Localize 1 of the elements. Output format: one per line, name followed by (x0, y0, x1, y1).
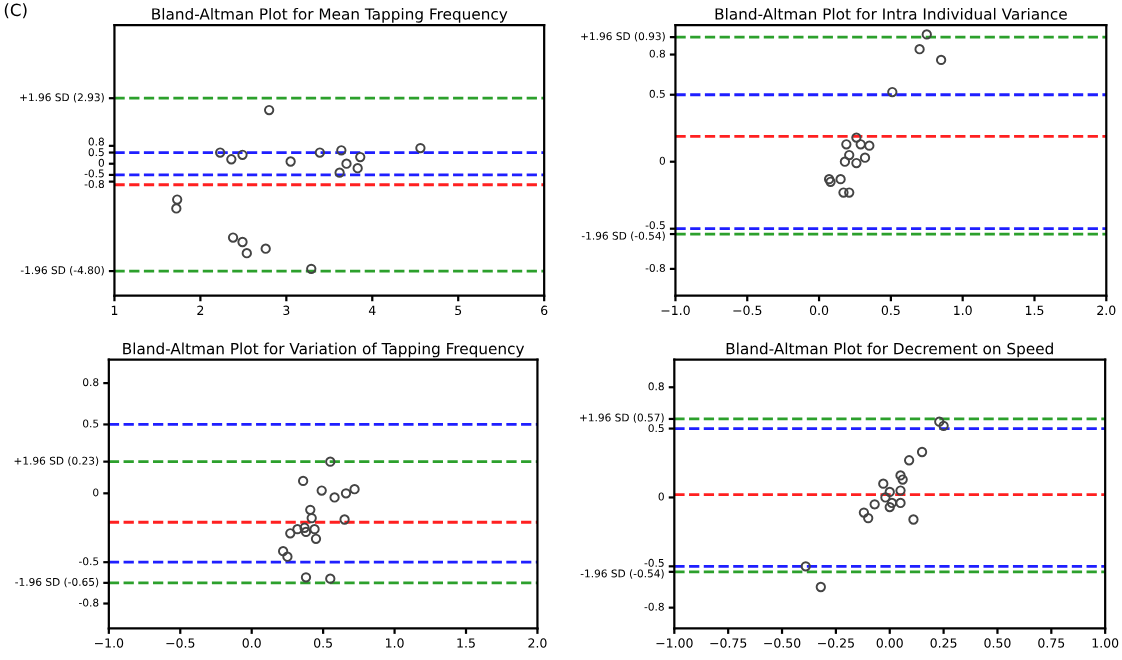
text: (C) (4, 3, 27, 19)
